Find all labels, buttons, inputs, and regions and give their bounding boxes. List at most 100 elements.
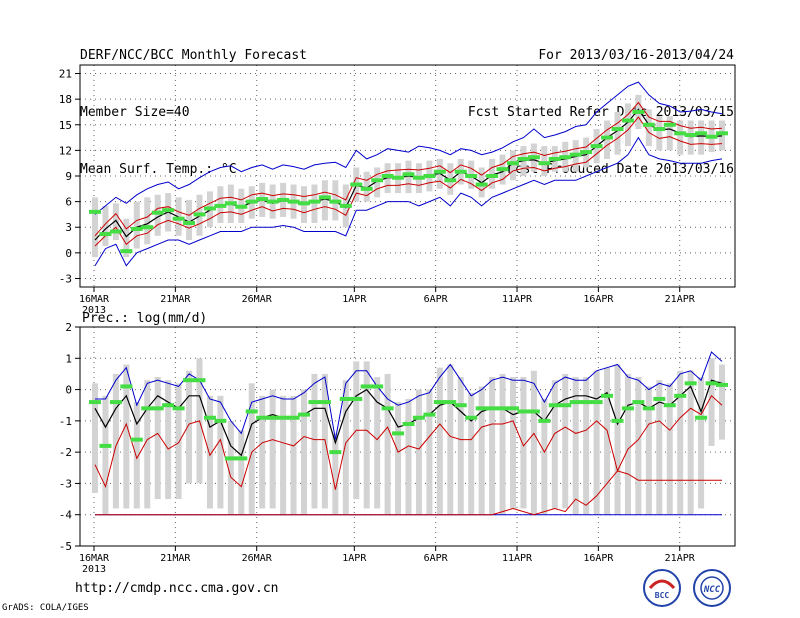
temperature-median-marker xyxy=(569,152,582,157)
precipitation-median-marker xyxy=(674,393,687,398)
temperature-box xyxy=(123,218,130,258)
temperature-median-marker xyxy=(203,206,216,211)
precipitation-median-marker xyxy=(392,431,405,436)
bcc-logo: BCC xyxy=(643,569,681,607)
x-tick-label: 16MAR xyxy=(79,294,110,305)
temperature-median-marker xyxy=(193,212,206,217)
temperature-median-marker xyxy=(695,131,708,136)
precipitation-box xyxy=(238,430,245,515)
precipitation-median-marker xyxy=(360,384,373,389)
precipitation-box xyxy=(468,392,475,515)
source-url[interactable]: http://cmdp.ncc.cma.gov.cn xyxy=(75,581,279,596)
precip-panel-title: Prec.: log(mm/d) xyxy=(82,311,207,326)
precipitation-median-marker xyxy=(371,384,384,389)
x-tick-year-label: 2013 xyxy=(82,564,106,575)
temperature-median-marker xyxy=(663,122,676,127)
temperature-median-marker xyxy=(507,161,519,166)
temperature-box xyxy=(677,120,684,155)
precipitation-median-marker xyxy=(381,406,394,411)
precipitation-box xyxy=(457,377,464,515)
precipitation-median-marker xyxy=(318,400,331,405)
temperature-median-marker xyxy=(601,135,614,140)
precipitation-median-marker xyxy=(214,418,227,423)
y-tick-label: 15 xyxy=(59,119,72,132)
precipitation-median-marker xyxy=(601,393,614,398)
precipitation-box xyxy=(144,380,151,509)
svg-text:BCC: BCC xyxy=(655,591,670,600)
y-tick-label: 12 xyxy=(59,144,72,157)
precipitation-median-marker xyxy=(183,378,196,383)
header-left: DERF/NCC/BCC Monthly Forecast Member Siz… xyxy=(80,8,307,198)
temperature-median-marker xyxy=(172,216,185,221)
precipitation-median-marker xyxy=(172,406,185,411)
precipitation-box xyxy=(624,373,631,515)
svg-text:NCC: NCC xyxy=(703,585,721,595)
temperature-median-marker xyxy=(120,249,133,254)
temperature-median-marker xyxy=(245,199,258,204)
precipitation-median-marker xyxy=(454,403,467,408)
precipitation-median-marker xyxy=(245,409,258,414)
temperature-median-marker xyxy=(621,118,634,123)
temperature-median-marker xyxy=(465,174,478,178)
temperature-box xyxy=(133,201,140,249)
x-tick-label: 21APR xyxy=(665,553,696,564)
member-size: Member Size=40 xyxy=(80,105,190,120)
precipitation-box xyxy=(698,377,705,509)
temperature-median-marker xyxy=(653,127,666,132)
x-tick-label: 21MAR xyxy=(160,553,191,564)
precipitation-box xyxy=(593,370,600,515)
temperature-median-marker xyxy=(475,182,488,187)
precipitation-box xyxy=(551,380,558,509)
y-tick-label: 9 xyxy=(65,170,72,183)
temperature-median-marker xyxy=(350,182,363,187)
temperature-median-marker xyxy=(444,178,457,183)
temperature-median-marker xyxy=(559,155,572,160)
precipitation-box xyxy=(415,389,422,515)
precipitation-median-marker xyxy=(151,406,164,411)
temperature-median-marker xyxy=(381,174,394,178)
ncc-logo: NCC xyxy=(693,569,731,607)
precipitation-box xyxy=(311,373,318,509)
precipitation-box xyxy=(123,364,130,509)
temperature-median-marker xyxy=(642,122,655,127)
temperature-box xyxy=(363,171,370,202)
temperature-lower-line xyxy=(94,116,723,247)
precipitation-median-marker xyxy=(621,406,634,411)
precipitation-box xyxy=(102,395,109,515)
precipitation-box xyxy=(154,377,161,500)
precipitation-median-marker xyxy=(433,400,446,405)
precipitation-box xyxy=(290,395,297,515)
precipitation-box xyxy=(332,433,339,515)
temperature-median-marker xyxy=(433,169,446,174)
temperature-median-marker xyxy=(454,169,467,174)
temperature-box xyxy=(645,109,652,147)
precipitation-median-marker xyxy=(632,400,645,405)
precipitation-median-marker xyxy=(580,400,593,405)
precipitation-box xyxy=(677,370,684,515)
temperature-median-marker xyxy=(674,131,687,136)
chart-title: DERF/NCC/BCC Monthly Forecast xyxy=(80,48,307,63)
temperature-box xyxy=(321,180,328,221)
y-tick-label: 1 xyxy=(65,352,72,365)
precipitation-median-marker xyxy=(611,418,624,423)
precipitation-median-marker xyxy=(287,415,300,420)
y-tick-label: -3 xyxy=(59,272,72,285)
temperature-median-marker xyxy=(151,210,164,215)
precipitation-median-marker xyxy=(705,381,718,386)
precipitation-median-marker xyxy=(120,384,133,389)
temperature-median-marker xyxy=(360,186,373,191)
x-tick-label: 21MAR xyxy=(160,294,191,305)
temperature-box xyxy=(666,116,673,151)
precipitation-box xyxy=(604,367,611,515)
precipitation-median-marker xyxy=(590,400,603,405)
temperature-median-marker xyxy=(716,131,728,136)
temperature-box xyxy=(614,111,621,155)
precipitation-median-marker xyxy=(716,382,728,387)
temperature-median-marker xyxy=(517,156,530,161)
precipitation-box xyxy=(217,395,224,509)
temperature-median-marker xyxy=(705,134,718,139)
precipitation-median-marker xyxy=(444,400,457,405)
y-tick-label: -4 xyxy=(59,509,73,522)
x-tick-label: 16APR xyxy=(583,553,614,564)
